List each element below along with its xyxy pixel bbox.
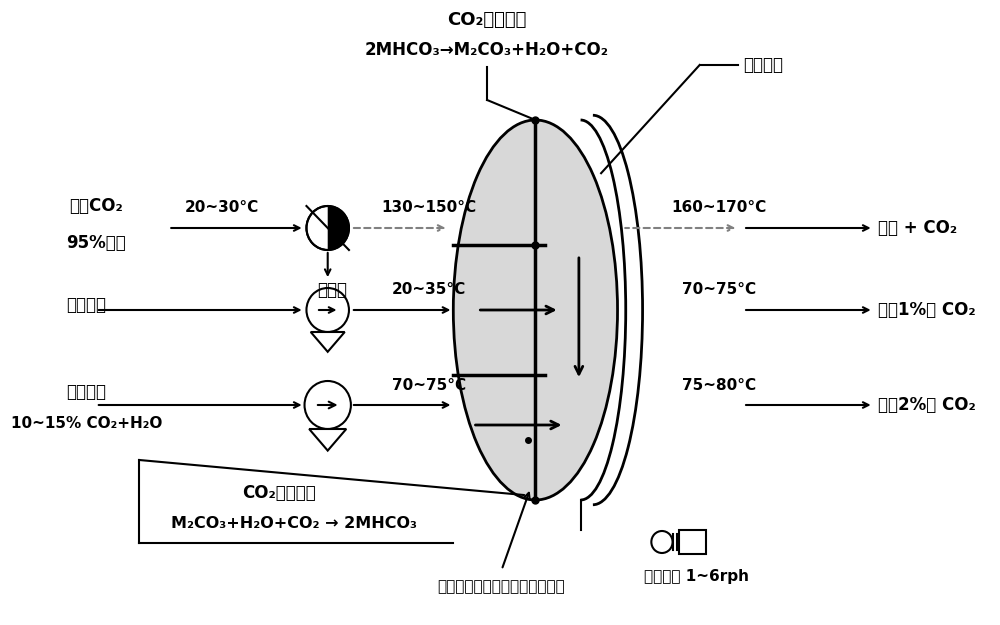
Text: 160~170°C: 160~170°C <box>671 201 767 216</box>
Wedge shape <box>328 206 349 250</box>
Text: 冷却空气: 冷却空气 <box>66 296 106 314</box>
Text: 冷却区域: 冷却区域 <box>743 56 783 74</box>
Text: 75~80°C: 75~80°C <box>682 378 756 392</box>
Text: 燃烧废气: 燃烧废气 <box>66 383 106 401</box>
Circle shape <box>306 288 349 332</box>
Text: 2MHCO₃→M₂CO₃+H₂O+CO₂: 2MHCO₃→M₂CO₃+H₂O+CO₂ <box>365 41 609 59</box>
Text: 旋转速度 1~6rph: 旋转速度 1~6rph <box>644 569 749 584</box>
Text: CO₂再生反应: CO₂再生反应 <box>447 11 527 29</box>
Polygon shape <box>309 429 346 451</box>
Text: 小于1%的 CO₂: 小于1%的 CO₂ <box>878 301 976 319</box>
Text: M₂CO₃+H₂O+CO₂ → 2MHCO₃: M₂CO₃+H₂O+CO₂ → 2MHCO₃ <box>171 516 417 531</box>
Text: 浓缩CO₂: 浓缩CO₂ <box>69 197 123 215</box>
Text: 70~75°C: 70~75°C <box>392 378 466 392</box>
Text: CO₂吸收反应: CO₂吸收反应 <box>243 484 316 502</box>
Text: 小于2%的 CO₂: 小于2%的 CO₂ <box>878 396 976 414</box>
Text: 螕汽 + CO₂: 螕汽 + CO₂ <box>878 219 957 237</box>
Text: 95%以上: 95%以上 <box>66 234 126 252</box>
Circle shape <box>651 531 673 553</box>
Text: 70~75°C: 70~75°C <box>682 282 756 298</box>
Text: 冷凝水: 冷凝水 <box>318 281 348 299</box>
Ellipse shape <box>453 120 618 500</box>
Circle shape <box>306 206 349 250</box>
FancyBboxPatch shape <box>679 530 706 554</box>
Polygon shape <box>311 332 345 352</box>
Circle shape <box>305 381 351 429</box>
Text: 圆筒形蜂窝二氧化碳干式吸收剂: 圆筒形蜂窝二氧化碳干式吸收剂 <box>438 579 565 594</box>
Text: 10~15% CO₂+H₂O: 10~15% CO₂+H₂O <box>11 416 162 431</box>
Text: 20~30°C: 20~30°C <box>184 201 259 216</box>
Text: 20~35°C: 20~35°C <box>392 282 466 298</box>
Text: 130~150°C: 130~150°C <box>382 201 477 216</box>
